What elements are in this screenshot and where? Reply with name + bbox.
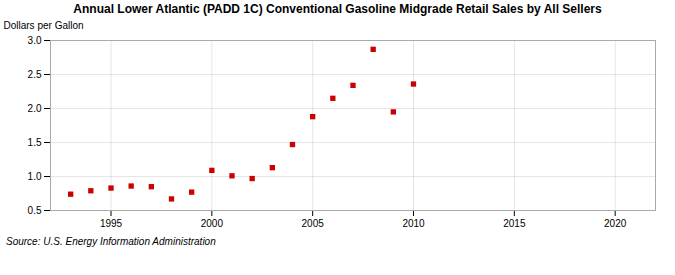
svg-text:2015: 2015 [503, 218, 526, 229]
svg-text:3.0: 3.0 [28, 35, 42, 46]
svg-text:2005: 2005 [302, 218, 325, 229]
svg-text:Dollars per Gallon: Dollars per Gallon [4, 20, 84, 31]
svg-text:2000: 2000 [201, 218, 224, 229]
svg-text:1995: 1995 [100, 218, 123, 229]
svg-text:0.5: 0.5 [28, 205, 42, 216]
svg-text:2.5: 2.5 [28, 69, 42, 80]
html-text:Annual Lower Atlantic (PADD 1C: Annual Lower Atlantic (PADD 1C) Conventi… [73, 2, 602, 16]
svg-text:1.0: 1.0 [28, 171, 42, 182]
svg-text:1.5: 1.5 [28, 137, 42, 148]
svg-text:2.0: 2.0 [28, 103, 42, 114]
html-text:Source: U.S. Energy Informatio: Source: U.S. Energy Information Administ… [6, 236, 216, 247]
svg-text:2010: 2010 [402, 218, 425, 229]
svg-text:2020: 2020 [604, 218, 627, 229]
